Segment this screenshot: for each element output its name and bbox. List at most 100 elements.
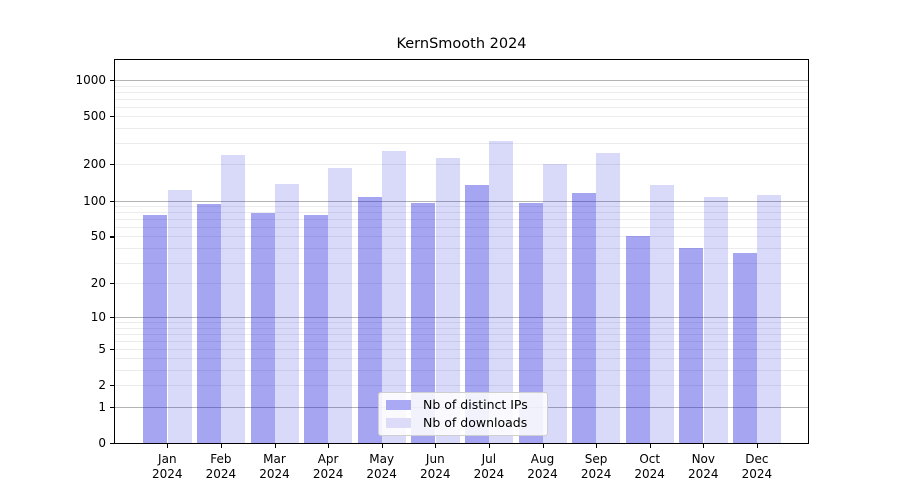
gridline-minor xyxy=(115,128,808,129)
gridline-minor xyxy=(115,91,808,93)
gridline-minor xyxy=(115,236,808,238)
bar-distinct-ips xyxy=(143,214,168,444)
bar-distinct-ips xyxy=(732,253,758,444)
bar-downloads xyxy=(703,197,728,444)
x-tick-label: Jun 2024 xyxy=(420,452,451,481)
y-tick-label: 200 xyxy=(83,157,106,172)
y-tick-mark xyxy=(110,200,114,202)
y-tick-label: 2 xyxy=(98,378,106,393)
x-tick-label: Nov 2024 xyxy=(688,452,719,481)
y-tick-label: 1 xyxy=(98,399,106,414)
gridline-minor xyxy=(115,212,808,214)
gridline-minor xyxy=(115,98,808,100)
bar-downloads xyxy=(328,168,353,444)
gridline-minor xyxy=(115,370,808,372)
x-tick-label: Feb 2024 xyxy=(205,452,237,481)
gridline-major xyxy=(115,200,808,202)
y-tick-mark xyxy=(110,79,114,82)
y-tick-label: 1000 xyxy=(75,72,106,87)
bar-downloads xyxy=(274,184,299,444)
bar-distinct-ips xyxy=(250,213,275,444)
bar-downloads xyxy=(649,184,675,444)
gridline-minor xyxy=(115,227,808,228)
gridline-minor xyxy=(115,283,808,284)
gridline-minor xyxy=(115,333,808,335)
plot-area-border xyxy=(114,59,809,444)
bar-downloads xyxy=(167,190,192,444)
y-tick-label: 100 xyxy=(83,193,106,208)
y-tick-mark xyxy=(110,406,114,408)
gridline-minor xyxy=(115,85,808,87)
gridline-minor xyxy=(115,327,808,329)
x-tick-label: Sep 2024 xyxy=(580,452,612,481)
y-tick-mark xyxy=(110,443,114,445)
y-tick-label: 50 xyxy=(90,229,106,244)
x-tick-mark xyxy=(542,444,544,448)
x-tick-mark xyxy=(167,444,169,448)
gridline-major xyxy=(115,317,808,318)
gridline-minor xyxy=(115,106,808,108)
x-tick-label: Oct 2024 xyxy=(634,452,665,481)
bar-distinct-ips xyxy=(196,203,222,444)
legend-label-distinct-ips: Nb of distinct IPs xyxy=(423,397,528,413)
x-tick-mark xyxy=(274,444,276,448)
x-tick-label: Apr 2024 xyxy=(312,452,344,481)
gridline-minor xyxy=(115,358,808,360)
y-tick-mark xyxy=(110,283,114,285)
y-tick-mark xyxy=(110,385,114,387)
gridline-minor xyxy=(115,348,808,350)
gridline-minor xyxy=(115,262,808,264)
x-tick-mark xyxy=(381,444,383,448)
gridline-minor xyxy=(115,143,808,145)
legend-swatch-distinct-ips xyxy=(386,400,411,411)
y-tick-mark xyxy=(110,348,114,350)
x-tick-mark xyxy=(220,444,223,448)
y-tick-label: 10 xyxy=(90,310,106,324)
bar-downloads xyxy=(757,194,782,444)
y-tick-label: 500 xyxy=(83,109,106,124)
y-tick-label: 5 xyxy=(98,341,106,356)
bar-downloads xyxy=(221,154,246,444)
bar-distinct-ips xyxy=(572,193,597,444)
legend-swatch-downloads xyxy=(386,417,411,428)
x-tick-label: Dec 2024 xyxy=(741,452,773,481)
bar-distinct-ips xyxy=(625,236,650,444)
gridline-minor xyxy=(115,206,808,207)
legend-item-downloads: Nb of downloads xyxy=(386,414,541,430)
bar-distinct-ips xyxy=(679,247,704,444)
y-tick-label: 0 xyxy=(98,436,106,450)
y-tick-mark xyxy=(110,317,114,319)
y-tick-mark xyxy=(110,164,114,166)
legend: Nb of distinct IPs Nb of downloads xyxy=(378,392,548,436)
y-tick-mark xyxy=(110,236,114,238)
bar-downloads xyxy=(596,152,621,444)
x-tick-label: Aug 2024 xyxy=(527,452,558,481)
legend-label-downloads: Nb of downloads xyxy=(423,414,528,430)
x-tick-mark xyxy=(649,444,651,448)
x-tick-mark xyxy=(328,444,330,448)
x-tick-mark xyxy=(703,444,705,448)
y-tick-label: 20 xyxy=(90,276,106,290)
x-tick-mark xyxy=(756,444,759,448)
gridline-minor xyxy=(115,164,808,166)
bar-distinct-ips xyxy=(304,214,329,444)
x-tick-mark xyxy=(488,444,491,448)
gridline-minor xyxy=(115,247,808,249)
gridline-minor xyxy=(115,385,808,387)
gridline-major xyxy=(115,79,808,81)
x-tick-label: Jul 2024 xyxy=(473,452,505,481)
gridline-minor xyxy=(115,219,808,220)
legend-item-distinct-ips: Nb of distinct IPs xyxy=(386,398,541,412)
x-tick-label: May 2024 xyxy=(366,452,397,481)
x-tick-label: Mar 2024 xyxy=(259,452,290,481)
x-tick-mark xyxy=(435,444,437,448)
gridline-minor xyxy=(115,322,808,323)
gridline-minor xyxy=(115,340,808,342)
x-tick-mark xyxy=(596,444,598,448)
gridline-minor xyxy=(115,116,808,118)
x-tick-label: Jan 2024 xyxy=(152,452,183,481)
chart-title: KernSmooth 2024 xyxy=(396,36,527,52)
y-tick-mark xyxy=(110,116,114,118)
bar-distinct-ips xyxy=(357,197,382,444)
